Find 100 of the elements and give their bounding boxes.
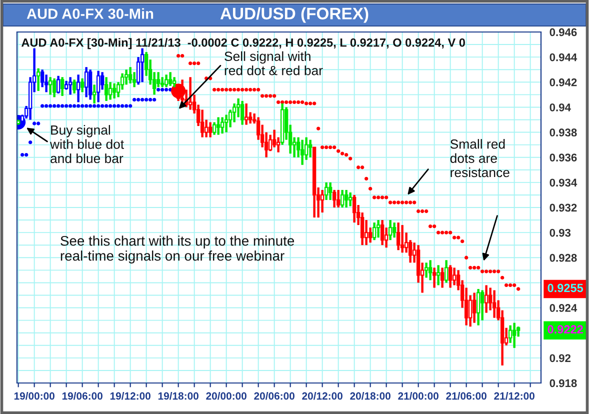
candlestick	[172, 76, 176, 88]
y-tick-label: 0.938	[550, 128, 577, 136]
point	[68, 104, 72, 108]
candlestick	[448, 264, 452, 289]
candlestick	[400, 224, 404, 254]
candlestick	[440, 266, 444, 289]
point	[20, 153, 24, 157]
candlestick	[512, 322, 516, 350]
candlestick	[508, 324, 512, 344]
candlestick	[444, 259, 448, 284]
point	[156, 88, 160, 92]
x-tick-label: 19/00:00	[14, 392, 54, 400]
candlestick	[324, 181, 328, 202]
y-tick-label: 0.936	[550, 154, 577, 162]
candlestick	[208, 121, 212, 138]
x-tick-label: 21/06:00	[446, 392, 486, 400]
annotation: 0.9255	[548, 284, 584, 292]
candlestick	[424, 262, 428, 279]
y-tick-label: 0.93	[550, 228, 571, 237]
candlestick	[376, 218, 380, 239]
y-tick-label: 0.928	[550, 254, 577, 262]
candlestick	[112, 82, 116, 100]
point	[32, 122, 36, 126]
candlestick	[220, 116, 224, 135]
candlestick	[436, 264, 440, 286]
candlestick	[36, 67, 40, 92]
candlestick	[48, 76, 52, 96]
candlestick	[428, 259, 432, 282]
y-tick-label: 0.944	[550, 53, 578, 62]
point	[92, 104, 96, 108]
candlestick	[340, 188, 344, 209]
candlestick	[244, 102, 248, 126]
point	[112, 104, 116, 108]
candlestick	[212, 121, 216, 136]
x-tick-label: 20/12:00	[302, 392, 342, 400]
candlestick	[128, 66, 132, 85]
annotation: 0.9222	[548, 325, 583, 334]
candlestick	[76, 74, 80, 104]
candlestick	[388, 218, 392, 242]
y-tick-label: 0.934	[550, 178, 578, 187]
point	[140, 98, 144, 102]
y-tick-label: 0.942	[550, 78, 577, 86]
candlestick	[72, 78, 76, 95]
point	[80, 104, 84, 108]
x-tick-label: 20/06:00	[254, 392, 294, 400]
candlestick	[44, 74, 48, 94]
point	[84, 104, 88, 108]
point	[48, 104, 52, 108]
point	[120, 104, 124, 108]
candlestick	[304, 136, 308, 161]
point	[164, 88, 168, 92]
x-tick-label: 21/00:00	[398, 392, 438, 400]
annotation: See this chart with its up to the minute real-time signals on our free webinar	[60, 236, 294, 264]
candlestick	[96, 70, 100, 104]
point	[104, 104, 108, 108]
y-tick-label: 0.932	[550, 204, 577, 212]
candlestick	[484, 284, 488, 314]
candlestick	[200, 108, 204, 138]
point	[96, 104, 100, 108]
point	[152, 98, 156, 102]
annotation: Sell signal with red dot & red bar	[224, 51, 323, 76]
y-tick-label: 0.924	[550, 304, 578, 312]
point	[144, 98, 148, 102]
candlestick	[392, 221, 396, 239]
point	[44, 104, 48, 108]
candlestick	[344, 188, 348, 209]
candlestick	[480, 289, 484, 322]
candlestick	[60, 76, 64, 98]
point	[36, 122, 40, 126]
x-tick-label: 20/00:00	[206, 392, 246, 400]
candlestick	[232, 102, 236, 124]
y-tick-label: 0.92	[550, 354, 571, 362]
candlestick	[68, 76, 72, 96]
point	[56, 104, 60, 108]
point	[132, 98, 136, 102]
point	[28, 140, 32, 144]
candlestick	[328, 181, 332, 202]
annotation: Small red dots are resistance	[450, 139, 510, 178]
point	[128, 104, 132, 108]
candlestick	[52, 77, 56, 98]
candlestick	[320, 188, 324, 214]
candlestick	[84, 66, 88, 98]
candlestick	[300, 138, 304, 166]
x-tick-label: 19/18:00	[158, 392, 198, 400]
candlestick	[216, 116, 220, 136]
y-tick-label: 0.94	[550, 103, 571, 112]
annotation: Buy signal with blue dot and blue bar	[50, 125, 124, 164]
point	[40, 104, 44, 108]
point	[88, 104, 92, 108]
point	[64, 104, 68, 108]
candlestick	[124, 68, 128, 86]
point	[24, 153, 28, 157]
candlestick	[332, 188, 336, 209]
chart-title: AUD/USD (FOREX)	[220, 7, 368, 23]
candlestick	[308, 138, 312, 158]
candlestick	[380, 218, 384, 246]
candlestick	[240, 100, 244, 126]
y-tick-label: 0.918	[550, 379, 577, 388]
candlestick	[372, 221, 376, 242]
point	[160, 88, 164, 92]
